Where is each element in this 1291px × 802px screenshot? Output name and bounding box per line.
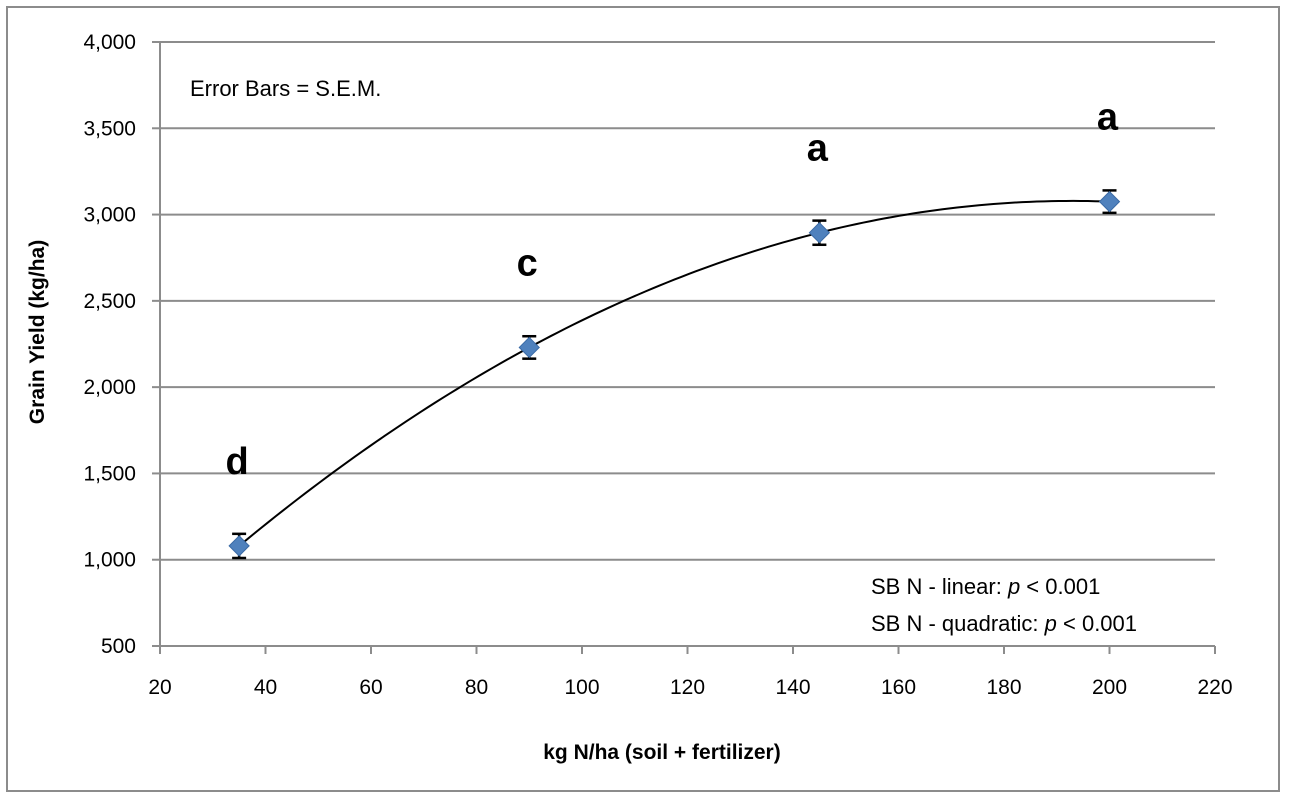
data-point-diamond [808,221,831,244]
x-tick-labels: 20 40 60 80 100 120 140 160 180 200 220 [148,676,1232,699]
x-tick-label: 200 [1092,676,1127,699]
x-tick-label: 220 [1197,676,1232,699]
x-tick-label: 80 [465,676,488,699]
significance-letters: d c a a [226,97,1119,483]
y-tick-label: 2,000 [83,376,136,399]
y-axis-title: Grain Yield (kg/ha) [26,240,49,424]
quadratic-trendline [238,199,1110,547]
y-tick-label: 4,000 [83,31,136,54]
chart-frame [6,6,1280,792]
trendline [238,199,1110,547]
stats-linear-suffix: < 0.001 [1020,574,1100,599]
error-bars-note: Error Bars = S.E.M. [190,76,381,101]
x-tick-label: 40 [254,676,277,699]
y-tick-labels: 500 1,000 1,500 2,000 2,500 3,000 3,500 4,000 [83,31,136,658]
stats-linear: SB N - linear: p < 0.001 [871,574,1100,599]
y-tick-label: 1,000 [83,549,136,572]
stats-quadratic-prefix: SB N - quadratic: [871,611,1045,636]
x-tick-label: 60 [359,676,382,699]
error-bars [232,189,1117,560]
data-points [228,190,1121,557]
stats-quadratic-p: p [1044,611,1057,636]
x-tick-label: 160 [881,676,916,699]
data-point-diamond [1098,190,1121,213]
gridlines [160,41,1215,561]
data-point-diamond [228,535,250,557]
y-tick-label: 2,500 [83,290,136,313]
x-tick-label: 100 [564,676,599,699]
x-tick-label: 180 [986,676,1021,699]
y-tick-label: 3,000 [83,204,136,227]
x-tick-label: 120 [670,676,705,699]
stats-linear-p: p [1007,574,1020,599]
significance-letter: a [807,128,829,170]
axes [152,41,1216,654]
significance-letter: d [226,441,249,483]
stats-linear-prefix: SB N - linear: [871,574,1008,599]
stats-quadratic: SB N - quadratic: p < 0.001 [871,611,1137,636]
x-tick-label: 140 [775,676,810,699]
y-tick-label: 3,500 [83,117,136,140]
y-tick-label: 500 [101,635,136,658]
x-tick-label: 20 [148,676,171,699]
significance-letter: c [517,242,538,284]
x-axis-title: kg N/ha (soil + fertilizer) [543,741,780,764]
data-point-diamond [518,336,540,359]
significance-letter: a [1097,97,1119,139]
y-tick-label: 1,500 [83,462,136,485]
stats-quadratic-suffix: < 0.001 [1057,611,1137,636]
